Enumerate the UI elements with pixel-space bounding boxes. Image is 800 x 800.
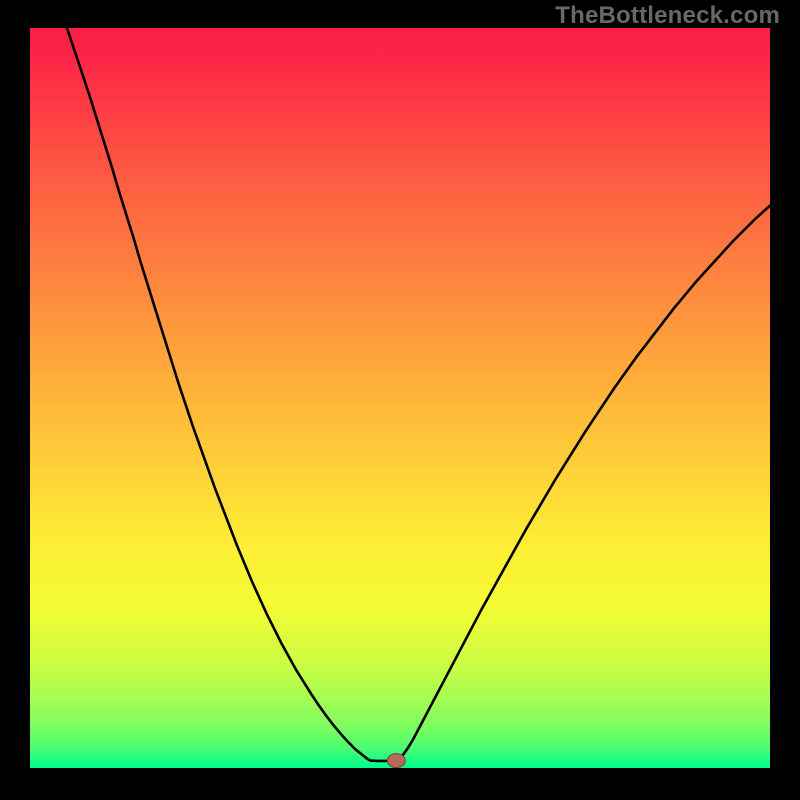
chart-background: [30, 28, 770, 768]
watermark-text: TheBottleneck.com: [555, 2, 780, 30]
chart-container: TheBottleneck.com: [0, 0, 800, 800]
optimum-marker: [387, 754, 405, 768]
bottleneck-curve-chart: [30, 28, 770, 768]
